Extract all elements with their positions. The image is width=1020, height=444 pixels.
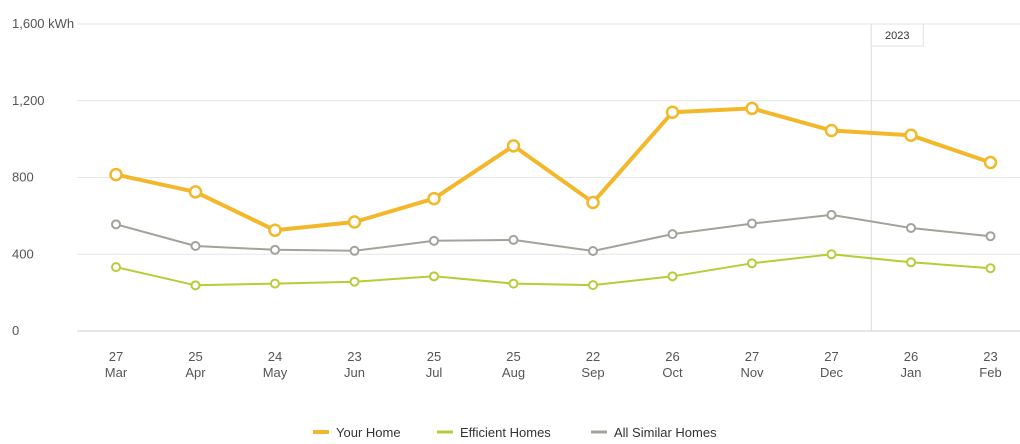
data-point[interactable] <box>904 128 918 143</box>
x-tick-day: 25 <box>188 349 202 364</box>
data-point[interactable] <box>190 240 201 251</box>
data-point[interactable] <box>826 209 837 220</box>
data-point[interactable] <box>347 215 362 229</box>
x-tick-month: Nov <box>740 365 764 380</box>
x-tick-day: 22 <box>586 349 600 364</box>
data-point[interactable] <box>745 101 759 116</box>
year-label-box <box>870 23 924 47</box>
x-tick-day: 23 <box>347 349 361 364</box>
series-lines <box>109 101 998 291</box>
data-point[interactable] <box>111 219 121 230</box>
data-point[interactable] <box>349 245 360 256</box>
series-your-home <box>109 101 998 238</box>
x-tick-month: Feb <box>979 365 1001 380</box>
x-tick-month: Jun <box>344 365 365 380</box>
series-efficient-homes <box>111 249 996 291</box>
data-point[interactable] <box>985 263 996 274</box>
legend-item[interactable]: Efficient Homes <box>437 425 551 440</box>
data-point[interactable] <box>270 278 280 289</box>
data-point[interactable] <box>588 280 598 291</box>
x-tick-day: 27 <box>824 349 838 364</box>
year-label: 2023 <box>885 30 909 42</box>
data-point[interactable] <box>506 139 521 153</box>
legend-label: All Similar Homes <box>614 425 717 440</box>
y-tick-label: 1,200 <box>12 93 45 108</box>
x-tick-month: Sep <box>581 365 604 380</box>
gridlines <box>77 23 1020 332</box>
y-tick-label: 1,600 kWh <box>12 16 74 31</box>
series-line <box>115 213 992 252</box>
data-point[interactable] <box>906 222 916 233</box>
data-point[interactable] <box>190 280 201 291</box>
data-point[interactable] <box>747 218 757 229</box>
data-point[interactable] <box>508 278 519 289</box>
x-tick-day: 26 <box>904 349 918 364</box>
data-point[interactable] <box>906 257 916 268</box>
data-point[interactable] <box>268 223 282 238</box>
data-point[interactable] <box>109 167 123 182</box>
x-tick-month: Mar <box>105 365 128 380</box>
data-point[interactable] <box>983 155 998 170</box>
x-tick-month: Jan <box>901 365 922 380</box>
data-point[interactable] <box>188 185 203 199</box>
data-point[interactable] <box>586 195 600 210</box>
y-axis-ticks: 0 400 800 1,200 1,600 kWh <box>12 16 74 338</box>
legend[interactable]: Your Home Efficient Homes All Similar Home… <box>313 425 717 440</box>
legend-label: Your Home <box>336 425 401 440</box>
x-tick-day: 24 <box>268 349 282 364</box>
x-tick-month: May <box>263 365 288 380</box>
data-point[interactable] <box>588 245 598 256</box>
data-point[interactable] <box>824 123 839 138</box>
data-point[interactable] <box>508 234 519 245</box>
legend-item[interactable]: Your Home <box>313 425 401 440</box>
year-marker: 2023 <box>870 23 924 331</box>
x-tick-month: Oct <box>662 365 683 380</box>
y-tick-label: 800 <box>12 170 34 185</box>
y-tick-label: 400 <box>12 246 34 261</box>
legend-item[interactable]: All Similar Homes <box>591 425 717 440</box>
data-point[interactable] <box>429 271 439 282</box>
x-tick-day: 27 <box>745 349 759 364</box>
x-tick-month: Apr <box>185 365 206 380</box>
x-tick-day: 25 <box>506 349 520 364</box>
series-line <box>114 106 993 233</box>
data-point[interactable] <box>349 276 360 287</box>
data-point[interactable] <box>667 229 678 240</box>
x-tick-day: 27 <box>109 349 123 364</box>
x-tick-day: 26 <box>665 349 679 364</box>
data-point[interactable] <box>665 105 680 120</box>
y-tick-label: 0 <box>12 323 19 338</box>
legend-label: Efficient Homes <box>460 425 551 440</box>
data-point[interactable] <box>111 262 121 273</box>
data-point[interactable] <box>826 249 837 260</box>
data-point[interactable] <box>985 231 996 242</box>
data-point[interactable] <box>270 244 280 255</box>
x-tick-day: 25 <box>427 349 441 364</box>
x-tick-month: Aug <box>502 365 525 380</box>
data-point[interactable] <box>427 191 441 206</box>
data-point[interactable] <box>747 258 757 269</box>
series-line <box>115 253 992 287</box>
x-tick-day: 23 <box>983 349 997 364</box>
x-tick-month: Jul <box>426 365 443 380</box>
x-tick-month: Dec <box>820 365 844 380</box>
data-point[interactable] <box>667 271 678 282</box>
series-all-similar-homes <box>111 209 996 256</box>
x-axis-ticks: 27Mar25Apr24May23Jun25Jul25Aug22Sep26Oct… <box>105 349 1002 380</box>
data-point[interactable] <box>429 235 439 246</box>
